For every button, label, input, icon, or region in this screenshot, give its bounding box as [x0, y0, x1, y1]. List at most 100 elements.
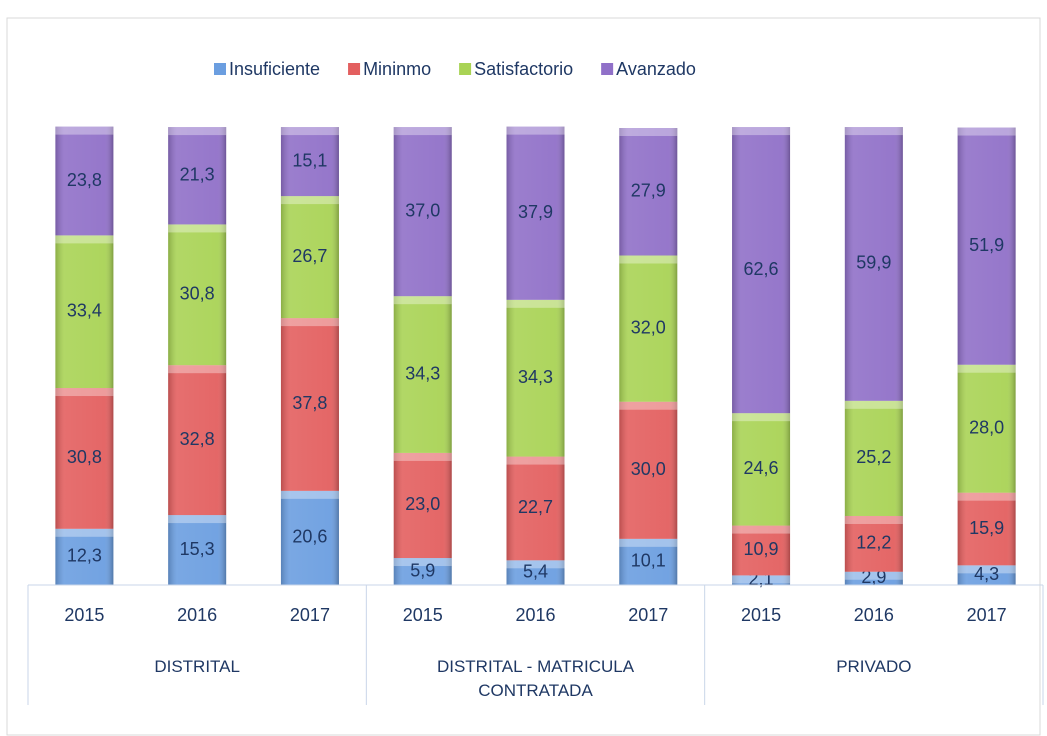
data-label: 2,9 — [861, 567, 886, 587]
bar-bevel — [393, 452, 452, 461]
bar-shade — [168, 365, 227, 516]
bar-bevel — [168, 127, 227, 136]
bar-bevel — [844, 571, 903, 580]
data-label: 33,4 — [67, 300, 102, 320]
bar-shade — [280, 127, 339, 197]
bar-bevel — [55, 528, 114, 537]
legend-swatch — [348, 63, 361, 75]
data-label: 32,8 — [180, 429, 215, 449]
bar-shade — [55, 528, 114, 585]
bar-shade — [55, 235, 114, 389]
bar-bevel — [55, 126, 114, 135]
bar-shade — [506, 560, 565, 585]
data-label: 4,3 — [974, 564, 999, 584]
data-label: 10,9 — [744, 539, 779, 559]
bar-bevel — [168, 224, 227, 233]
bar-bevel — [55, 388, 114, 397]
bar-shade — [506, 456, 565, 561]
x-tick-label: 2017 — [290, 605, 330, 625]
bar-bevel — [619, 255, 678, 264]
data-label: 20,6 — [292, 527, 327, 547]
bar-shade — [844, 571, 903, 585]
data-label: 23,8 — [67, 170, 102, 190]
bar-bevel — [619, 538, 678, 547]
data-label: 51,9 — [969, 235, 1004, 255]
bar-shade — [844, 515, 903, 572]
bar-bevel — [280, 196, 339, 205]
data-label: 32,0 — [631, 317, 666, 337]
bar-shade — [732, 525, 791, 576]
data-label: 12,2 — [856, 533, 891, 553]
data-label: 30,0 — [631, 459, 666, 479]
data-label: 21,3 — [180, 165, 215, 185]
group-label: PRIVADO — [836, 657, 912, 676]
x-tick-label: 2015 — [403, 605, 443, 625]
bar-shade — [280, 318, 339, 491]
bar-bevel — [280, 318, 339, 327]
data-label: 37,9 — [518, 202, 553, 222]
bar-shade — [55, 126, 114, 236]
bar-bevel — [280, 490, 339, 499]
x-tick-label: 2017 — [967, 605, 1007, 625]
data-label: 34,3 — [405, 363, 440, 383]
legend-label: Satisfactorio — [474, 59, 573, 79]
legend-label: Avanzado — [616, 59, 696, 79]
data-label: 26,7 — [292, 246, 327, 266]
data-label: 34,3 — [518, 367, 553, 387]
bar-shade — [393, 558, 452, 585]
bar-shade — [844, 400, 903, 516]
bar-bevel — [957, 565, 1016, 574]
bar-bevel — [844, 400, 903, 409]
bar-bevel — [506, 560, 565, 569]
data-label: 22,7 — [518, 497, 553, 517]
data-label: 59,9 — [856, 253, 891, 273]
bar-shade — [168, 224, 227, 366]
bar-shade — [619, 255, 678, 402]
data-label: 24,6 — [744, 458, 779, 478]
bar-shade — [957, 565, 1016, 585]
bar-bevel — [168, 365, 227, 374]
bar-bevel — [280, 127, 339, 136]
legend-label: Mininmo — [363, 59, 431, 79]
chart-border — [6, 17, 1041, 736]
bar-shade — [506, 126, 565, 300]
bar-bevel — [506, 126, 565, 135]
bar-bevel — [619, 401, 678, 410]
legend-swatch — [214, 63, 226, 75]
x-tick-label: 2015 — [741, 605, 781, 625]
bar-shade — [619, 128, 678, 256]
data-label: 37,0 — [405, 200, 440, 220]
data-label: 5,9 — [410, 560, 435, 580]
bar-shade — [732, 575, 791, 585]
bar-shade — [55, 388, 114, 529]
bar-shade — [957, 127, 1016, 365]
bar-bevel — [506, 299, 565, 308]
bar-shade — [280, 196, 339, 319]
data-label: 15,1 — [292, 150, 327, 170]
bar-shade — [732, 127, 791, 414]
bar-shade — [957, 364, 1016, 493]
group-label: DISTRITAL — [154, 657, 240, 676]
legend-label: Insuficiente — [229, 59, 320, 79]
legend-swatch — [601, 63, 614, 75]
data-label: 27,9 — [631, 181, 666, 201]
bar-shade — [957, 492, 1016, 566]
data-label: 62,6 — [744, 259, 779, 279]
bar-bevel — [844, 515, 903, 524]
bar-shade — [619, 401, 678, 539]
bar-bevel — [506, 456, 565, 465]
data-label: 30,8 — [67, 447, 102, 467]
data-label: 28,0 — [969, 417, 1004, 437]
x-tick-label: 2016 — [854, 605, 894, 625]
bar-bevel — [393, 296, 452, 305]
bar-shade — [619, 538, 678, 585]
bar-bevel — [732, 127, 791, 136]
bar-shade — [393, 452, 452, 559]
data-label: 30,8 — [180, 284, 215, 304]
data-label: 23,0 — [405, 494, 440, 514]
bar-bevel — [957, 364, 1016, 373]
x-tick-label: 2015 — [64, 605, 104, 625]
x-tick-label: 2016 — [177, 605, 217, 625]
